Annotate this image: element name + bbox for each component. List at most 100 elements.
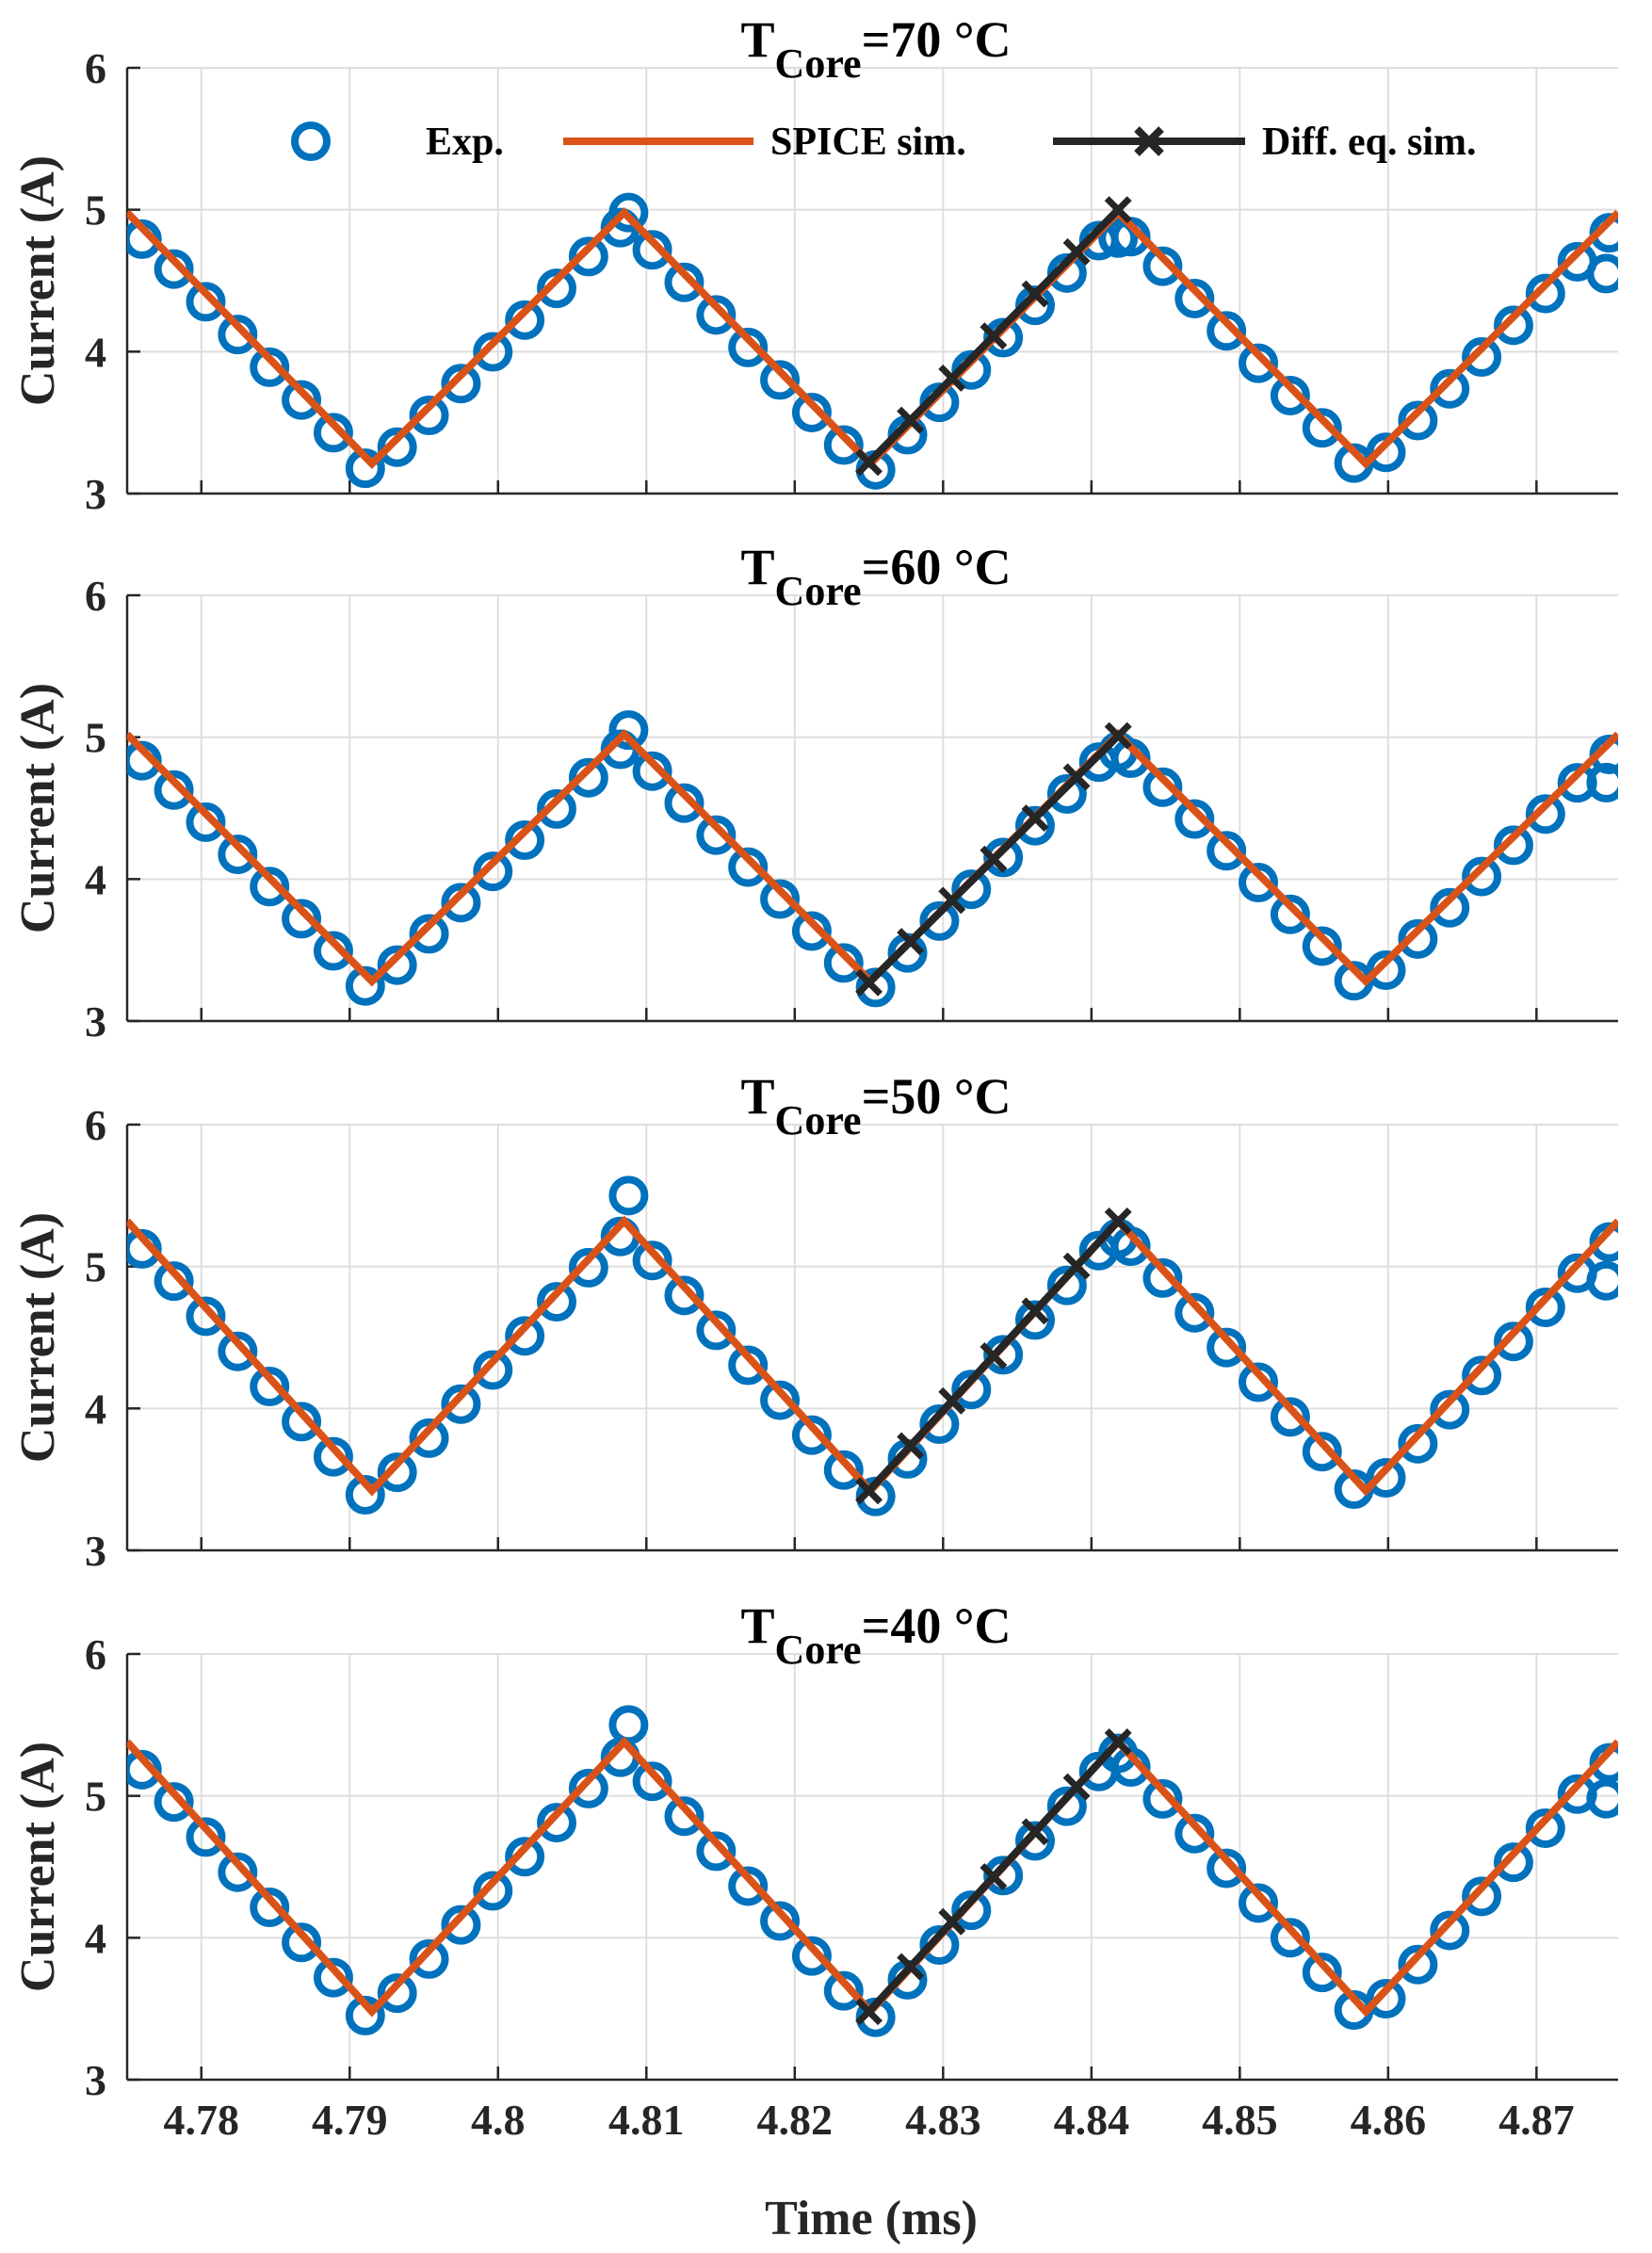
exp-peak-point bbox=[1098, 218, 1139, 258]
exp-point bbox=[1430, 368, 1470, 409]
exp-point bbox=[536, 1282, 576, 1322]
y-tick-label: 4 bbox=[85, 1385, 106, 1433]
panel-title-suffix: =60 °C bbox=[862, 539, 1012, 595]
exp-point bbox=[664, 262, 705, 302]
x-tick-label: 4.87 bbox=[1498, 2096, 1575, 2144]
exp-point bbox=[696, 295, 737, 335]
exp-point bbox=[632, 1240, 672, 1281]
panel-title-suffix: =40 °C bbox=[862, 1597, 1012, 1654]
diff-marker bbox=[855, 968, 883, 997]
exp-point bbox=[154, 1261, 194, 1302]
exp-point bbox=[823, 1970, 864, 2011]
exp-point bbox=[154, 1782, 194, 1823]
y-axis-label: Current (A) bbox=[11, 155, 65, 406]
exp-point bbox=[313, 931, 353, 971]
exp-point bbox=[1430, 1389, 1470, 1430]
exp-point bbox=[1302, 1953, 1342, 1993]
exp-point bbox=[1366, 1978, 1406, 2018]
exp-end-point bbox=[1586, 1260, 1618, 1301]
panel-data bbox=[127, 192, 1618, 490]
y-axis-label: Current (A) bbox=[11, 1212, 65, 1463]
exp-point bbox=[1302, 1432, 1342, 1472]
exp-point bbox=[186, 802, 226, 842]
legend-exp-label: Exp. bbox=[426, 121, 504, 164]
exp-point bbox=[1207, 1848, 1247, 1888]
exp-point bbox=[696, 1310, 737, 1351]
diff-marker bbox=[1062, 237, 1091, 266]
exp-point bbox=[696, 815, 737, 855]
exp-point bbox=[377, 427, 417, 467]
y-tick-label: 5 bbox=[85, 186, 106, 235]
exp-point bbox=[791, 1936, 832, 1976]
y-tick-label: 3 bbox=[85, 2056, 106, 2104]
exp-point bbox=[313, 1957, 353, 1998]
exp-point bbox=[951, 869, 992, 910]
diff-marker bbox=[1021, 280, 1049, 308]
exp-point bbox=[1014, 1300, 1055, 1340]
diff-marker bbox=[1104, 1727, 1132, 1756]
diff-marker bbox=[897, 406, 925, 434]
exp-point bbox=[951, 1890, 992, 1931]
series-diff bbox=[855, 1207, 1132, 1505]
panel-title-main: T bbox=[741, 11, 775, 68]
exp-point bbox=[282, 899, 322, 939]
exp-point bbox=[983, 1856, 1024, 1896]
exp-point bbox=[505, 820, 545, 861]
panel-title-suffix: =70 °C bbox=[862, 11, 1012, 68]
exp-point bbox=[1174, 278, 1215, 318]
diff-marker bbox=[897, 1432, 925, 1460]
exp-point bbox=[664, 1275, 705, 1316]
exp-point bbox=[1270, 1397, 1310, 1437]
exp-point bbox=[1525, 1288, 1565, 1328]
exp-point bbox=[1270, 1918, 1310, 1958]
exp-point bbox=[313, 1436, 353, 1477]
exp-point bbox=[1398, 918, 1438, 959]
y-axis-label: Current (A) bbox=[11, 1742, 65, 1992]
exp-point bbox=[1270, 894, 1310, 934]
exp-point bbox=[313, 413, 353, 453]
exp-point bbox=[1014, 805, 1055, 846]
exp-point bbox=[409, 1938, 449, 1979]
exp-point bbox=[441, 1905, 481, 1945]
exp-point bbox=[1046, 1786, 1087, 1826]
legend-diff-marker bbox=[1134, 126, 1164, 156]
exp-point bbox=[441, 364, 481, 404]
diff-marker bbox=[1021, 1297, 1049, 1325]
diff-marker bbox=[1104, 1207, 1132, 1235]
exp-point bbox=[919, 1404, 960, 1445]
exp-point bbox=[1398, 400, 1438, 441]
exp-point bbox=[951, 1370, 992, 1410]
y-tick-label: 6 bbox=[85, 1101, 106, 1149]
x-tick-label: 4.83 bbox=[905, 2096, 981, 2144]
diff-marker bbox=[897, 1953, 925, 1981]
exp-point bbox=[760, 1901, 801, 1941]
exp-point bbox=[568, 757, 608, 798]
diff-marker bbox=[938, 1386, 966, 1415]
y-tick-label: 3 bbox=[85, 1527, 106, 1575]
exp-point bbox=[919, 900, 960, 941]
exp-point bbox=[760, 879, 801, 919]
diff-marker bbox=[980, 322, 1008, 350]
diff-marker bbox=[980, 1342, 1008, 1370]
exp-point bbox=[1239, 343, 1279, 383]
exp-point bbox=[823, 1450, 864, 1490]
diff-marker bbox=[855, 1477, 883, 1505]
panel-title-subscript: Core bbox=[775, 1627, 862, 1673]
panel-title-main: T bbox=[741, 1597, 775, 1654]
exp-point bbox=[1525, 273, 1565, 314]
x-tick-label: 4.85 bbox=[1202, 2096, 1278, 2144]
y-tick-label: 3 bbox=[85, 470, 106, 518]
exp-point bbox=[473, 1350, 513, 1390]
exp-point bbox=[1302, 408, 1342, 448]
exp-point bbox=[791, 1415, 832, 1455]
exp-peak-point bbox=[608, 192, 649, 233]
exp-point bbox=[536, 788, 576, 829]
diff-marker bbox=[1104, 196, 1132, 224]
exp-point bbox=[1239, 1362, 1279, 1402]
exp-point bbox=[1493, 305, 1533, 346]
exp-end-point bbox=[1586, 1778, 1618, 1819]
exp-point bbox=[218, 315, 258, 355]
exp-point bbox=[154, 249, 194, 289]
